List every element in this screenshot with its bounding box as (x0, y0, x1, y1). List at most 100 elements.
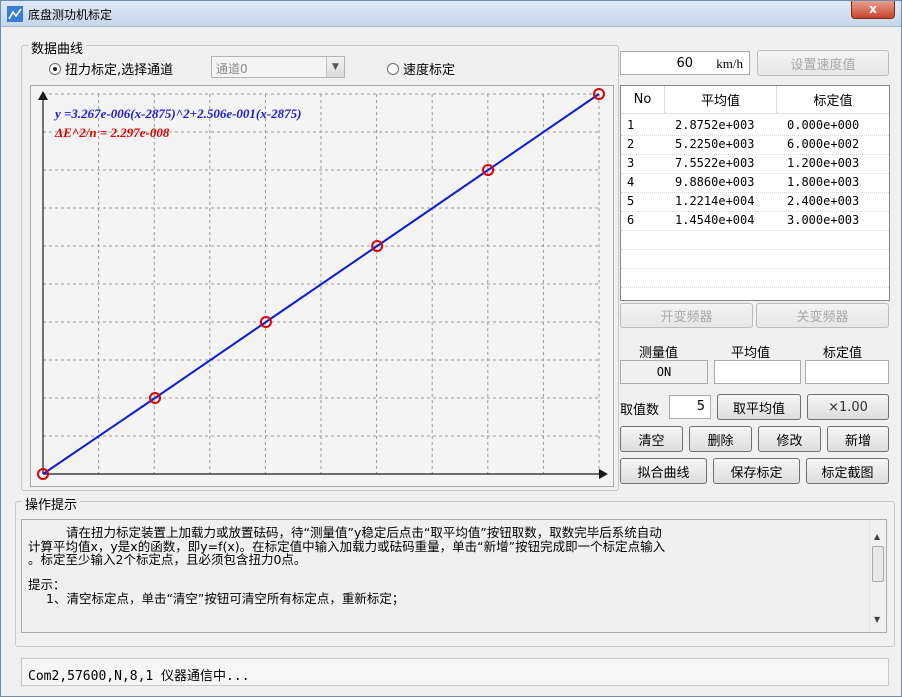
hint-group: 操作提示 (15, 494, 895, 647)
table-row[interactable]: 2 5.2250e+003 6.000e+002 (621, 135, 889, 154)
inverter-off-button[interactable]: 关变频器 (756, 303, 889, 328)
table-cell-avg: 5.2250e+003 (675, 137, 755, 151)
title-bar: 底盘测功机标定 x (1, 1, 901, 27)
sample-count-input[interactable]: 5 (669, 395, 711, 419)
table-cell-cal: 2.400e+003 (787, 194, 860, 208)
table-grid-line (621, 249, 889, 250)
table-cell-avg: 9.8860e+003 (675, 175, 755, 189)
radio-unselected-icon (387, 62, 399, 75)
table-cell-cal: 1.800e+003 (787, 175, 860, 189)
table-row[interactable]: 4 9.8860e+003 1.800e+003 (621, 173, 889, 192)
scroll-down-icon[interactable]: ▼ (874, 615, 881, 624)
scroll-thumb[interactable] (872, 546, 884, 582)
calibration-chart: y =3.267e-006(x-2875)^2+2.506e-001(x-287… (30, 85, 614, 487)
hint-line-1: 请在扭力标定装置上加载力或放置砝码，待“测量值”y稳定后点击“取平均值”按钮取数… (66, 525, 662, 540)
table-header-cal: 标定值 (777, 86, 889, 114)
data-curve-group-title: 数据曲线 (28, 38, 87, 57)
speed-value: 60 (676, 56, 693, 71)
scroll-up-icon[interactable]: ▲ (874, 532, 881, 541)
table-cell-cal: 1.200e+003 (787, 156, 860, 170)
hint-group-title: 操作提示 (22, 494, 81, 513)
radio-selected-icon (49, 62, 61, 75)
sample-count-label: 取值数 (620, 403, 660, 418)
calibration-point (37, 468, 49, 480)
calibration-table: No 平均值 标定值 1 2.8752e+003 0.000e+000 2 5.2250… (620, 85, 890, 301)
calibration-screenshot-button[interactable]: 标定截图 (806, 458, 889, 484)
fit-formula-label: y =3.267e-006(x-2875)^2+2.506e-001(x-287… (53, 106, 301, 121)
table-cell-no: 4 (627, 175, 635, 189)
table-row[interactable]: 5 1.2214e+004 2.400e+003 (621, 192, 889, 211)
measured-value-display: ON (620, 360, 708, 384)
torque-calibration-label: 扭力标定,选择通道 (65, 63, 174, 78)
table-grid-line (621, 268, 889, 269)
dropdown-arrow-icon: ▼ (326, 57, 344, 77)
data-curve-group: 数据曲线 (21, 38, 619, 491)
fit-curve-line (42, 93, 600, 475)
table-header-no: No (621, 86, 665, 114)
x-axis-arrow-icon (599, 469, 608, 479)
status-bar: Com2,57600,N,8,1 仪器通信中... (21, 658, 889, 686)
speed-unit: km/h (716, 56, 743, 71)
calibration-value-field[interactable] (805, 360, 889, 384)
calibration-point (259, 316, 272, 328)
table-cell-no: 1 (627, 118, 635, 132)
table-grid-line (621, 230, 889, 231)
take-average-button[interactable]: 取平均值 (717, 394, 801, 420)
table-cell-avg: 2.8752e+003 (675, 118, 755, 132)
modify-button[interactable]: 修改 (758, 426, 821, 452)
calibration-point (149, 392, 162, 404)
calibration-value-label: 标定值 (823, 346, 863, 361)
y-axis-arrow-icon (38, 91, 48, 100)
hint-text-area[interactable]: 请在扭力标定装置上加载力或放置砝码，待“测量值”y稳定后点击“取平均值”按钮取数… (21, 519, 887, 633)
speed-input[interactable]: 60 km/h (620, 51, 750, 75)
table-cell-avg: 7.5522e+003 (675, 156, 755, 170)
app-icon (7, 6, 23, 22)
multiplier-button[interactable]: ×1.00 (807, 394, 889, 420)
inverter-on-button[interactable]: 开变频器 (620, 303, 753, 328)
calibration-point (593, 88, 605, 100)
hint-line-5: 1、清空标定点，单击“清空”按钮可清空所有标定点，重新标定； (46, 591, 405, 606)
table-row[interactable]: 3 7.5522e+003 1.200e+003 (621, 154, 889, 173)
table-cell-cal: 3.000e+003 (787, 213, 860, 227)
save-calibration-button[interactable]: 保存标定 (713, 458, 800, 484)
hint-line-4: 提示： (28, 577, 66, 592)
chart-series (37, 88, 605, 480)
table-grid-line (621, 287, 889, 288)
table-grid-line (621, 154, 889, 155)
table-cell-cal: 6.000e+002 (787, 137, 860, 151)
hint-line-2: 计算平均值x，y是x的函数，即y=f(x)。在标定值中输入加载力或砝码重量，单击… (28, 539, 666, 554)
table-cell-cal: 0.000e+000 (787, 118, 860, 132)
fit-curve-button[interactable]: 拟合曲线 (620, 458, 707, 484)
table-cell-no: 2 (627, 137, 635, 151)
torque-calibration-radio[interactable]: 扭力标定,选择通道 (49, 59, 173, 78)
table-row[interactable]: 1 2.8752e+003 0.000e+000 (621, 116, 889, 135)
hint-scrollbar[interactable]: ▲ ▼ (869, 520, 886, 632)
add-button[interactable]: 新增 (827, 426, 889, 452)
channel-select[interactable]: 通道0 ▼ (211, 56, 345, 78)
table-cell-no: 3 (627, 156, 635, 170)
table-cell-no: 5 (627, 194, 635, 208)
table-header-avg: 平均值 (665, 86, 777, 114)
table-grid-line (621, 173, 889, 174)
measured-value-label: 测量值 (639, 346, 679, 361)
table-grid-line (621, 135, 889, 136)
table-cell-avg: 1.4540e+004 (675, 213, 755, 227)
table-cell-avg: 1.2214e+004 (675, 194, 755, 208)
hint-line-3: 。标定至少输入2个标定点，且必须包含扭力0点。 (28, 552, 307, 567)
close-button[interactable]: x (851, 1, 895, 19)
speed-calibration-label: 速度标定 (403, 63, 456, 78)
average-value-field[interactable] (714, 360, 801, 384)
channel-select-value: 通道0 (216, 62, 248, 76)
table-cell-no: 6 (627, 213, 635, 227)
clear-button[interactable]: 清空 (620, 426, 683, 452)
delete-button[interactable]: 删除 (689, 426, 752, 452)
table-row[interactable]: 6 1.4540e+004 3.000e+003 (621, 211, 889, 230)
speed-calibration-radio[interactable]: 速度标定 (387, 59, 455, 78)
set-speed-button[interactable]: 设置速度值 (757, 50, 889, 76)
table-grid-line (621, 192, 889, 193)
chart-grid (43, 93, 600, 474)
average-value-label: 平均值 (731, 346, 771, 361)
chart-plot: y =3.267e-006(x-2875)^2+2.506e-001(x-287… (37, 88, 608, 480)
table-grid-line (621, 211, 889, 212)
